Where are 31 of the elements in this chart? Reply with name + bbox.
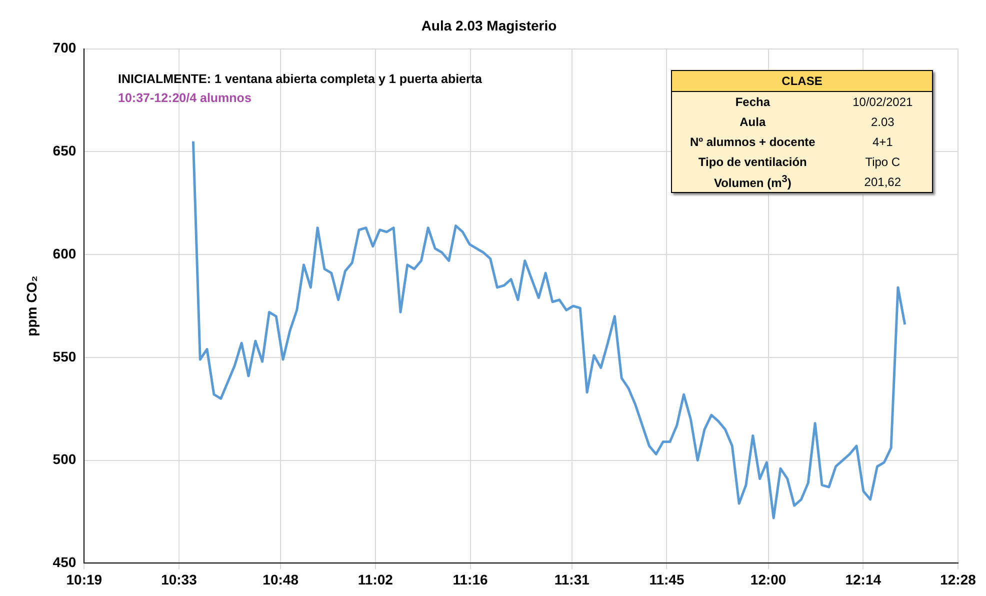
x-tick-label: 10:19	[66, 571, 102, 588]
y-axis-title: ppm CO₂	[23, 276, 40, 336]
y-tick-label: 700	[52, 40, 76, 56]
x-tick-label: 11:45	[649, 571, 684, 588]
x-tick-label: 12:00	[750, 571, 786, 588]
annotation: Fecha	[734, 94, 772, 111]
annotation: 201,62	[863, 174, 902, 191]
x-tick-label: 12:14	[845, 571, 882, 588]
annotation: Nº alumnos + docente	[688, 134, 816, 151]
y-tick-label: 450	[52, 554, 76, 570]
x-tick-label: 10:33	[161, 571, 198, 588]
annotation: 2.03	[870, 114, 896, 131]
annotation: Aula	[738, 114, 767, 131]
y-tick-label: 600	[52, 245, 76, 262]
x-tick-label: 11:31	[554, 571, 590, 588]
x-tick-label: 11:16	[452, 571, 488, 588]
y-tick-label: 650	[52, 142, 76, 159]
annotation: Volumen (m$^{3}$)	[712, 173, 792, 192]
annotation: INICIALMENTE: 1 ventana abierta completa y 1 puerta abierta	[118, 72, 482, 86]
annotation: 10/02/2021	[852, 94, 914, 111]
x-tick-label: 12:28	[940, 571, 976, 588]
x-tick-label: 10:48	[262, 571, 299, 588]
chart-title: Aula 2.03 Magisterio	[421, 17, 557, 34]
annotation: 4+1	[871, 134, 894, 151]
annotation: Tipo de ventilación	[697, 154, 808, 171]
annotation: CLASE	[672, 70, 932, 92]
y-tick-label: 500	[52, 451, 76, 468]
annotation: 10:37-12:20/4 alumnos	[118, 91, 252, 105]
y-tick-label: 550	[52, 348, 76, 364]
annotation: Tipo C	[864, 154, 902, 171]
x-tick-label: 11:02	[358, 571, 394, 588]
